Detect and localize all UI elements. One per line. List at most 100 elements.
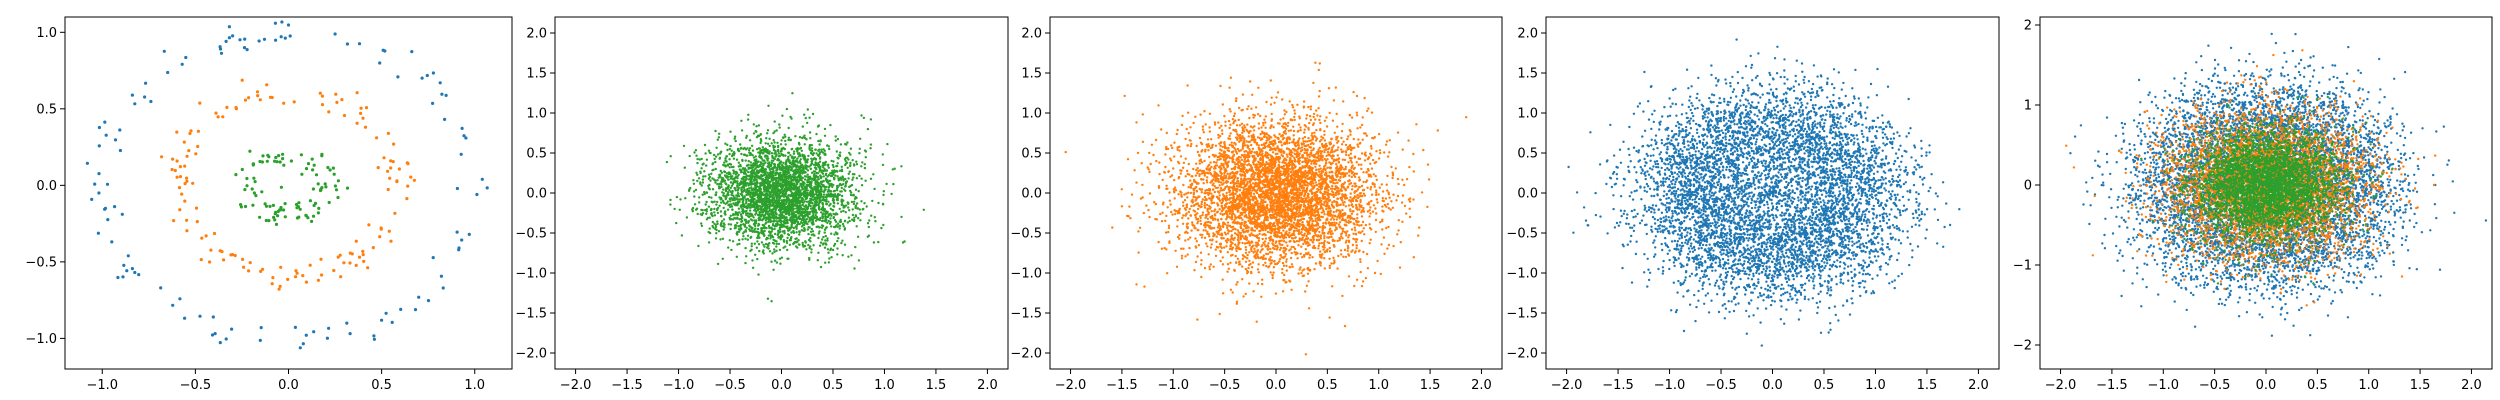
data-point bbox=[725, 183, 728, 186]
data-point bbox=[332, 268, 336, 273]
data-point bbox=[765, 174, 768, 177]
data-point bbox=[822, 184, 825, 187]
data-point bbox=[455, 230, 459, 234]
data-point bbox=[767, 104, 770, 108]
data-point bbox=[342, 261, 346, 265]
data-point bbox=[753, 184, 757, 187]
data-point bbox=[720, 201, 723, 204]
data-point bbox=[283, 36, 287, 40]
data-point bbox=[841, 222, 845, 226]
data-point bbox=[786, 248, 789, 252]
data-point bbox=[740, 152, 743, 156]
data-point bbox=[183, 182, 187, 186]
data-point bbox=[781, 230, 784, 233]
data-point bbox=[742, 199, 745, 202]
data-point bbox=[815, 171, 818, 175]
data-point bbox=[729, 181, 733, 184]
data-point bbox=[768, 137, 771, 140]
data-point bbox=[800, 214, 803, 217]
data-point bbox=[823, 153, 826, 156]
data-point bbox=[807, 154, 810, 158]
data-point bbox=[298, 346, 302, 350]
data-point bbox=[804, 220, 807, 223]
data-point bbox=[240, 167, 244, 172]
data-point bbox=[768, 195, 771, 199]
data-point bbox=[724, 189, 728, 193]
data-point bbox=[253, 180, 257, 184]
data-point bbox=[773, 182, 776, 185]
data-point bbox=[260, 190, 264, 194]
data-point bbox=[818, 208, 821, 211]
data-point bbox=[162, 49, 166, 53]
data-point bbox=[698, 201, 701, 204]
data-point bbox=[1360, 167, 1363, 171]
data-point bbox=[729, 163, 733, 166]
data-point bbox=[832, 212, 835, 216]
data-point bbox=[185, 179, 189, 183]
data-point bbox=[795, 216, 798, 219]
data-point bbox=[342, 113, 347, 118]
data-point bbox=[814, 148, 817, 151]
data-point bbox=[869, 147, 872, 150]
data-point bbox=[753, 242, 756, 245]
data-point bbox=[243, 37, 247, 41]
data-point bbox=[258, 338, 262, 342]
data-point bbox=[851, 178, 854, 181]
data-point bbox=[808, 210, 812, 214]
data-point bbox=[721, 177, 725, 180]
data-point bbox=[243, 204, 248, 209]
data-point bbox=[858, 152, 861, 155]
y-tick-label: 0.0 bbox=[526, 187, 547, 202]
data-point bbox=[769, 213, 772, 216]
data-point bbox=[820, 211, 823, 214]
data-point bbox=[222, 258, 226, 262]
data-point bbox=[778, 123, 781, 126]
data-point bbox=[814, 183, 818, 186]
data-point bbox=[1217, 121, 1220, 124]
data-point bbox=[803, 178, 807, 181]
data-point bbox=[710, 200, 713, 203]
data-point bbox=[1229, 123, 1232, 127]
data-point bbox=[444, 93, 448, 97]
data-point bbox=[320, 154, 324, 158]
data-point bbox=[716, 211, 720, 215]
data-point bbox=[759, 164, 762, 168]
data-point bbox=[766, 165, 769, 168]
data-point bbox=[756, 203, 759, 206]
data-point bbox=[841, 175, 844, 178]
data-point bbox=[854, 215, 858, 218]
data-point bbox=[1250, 232, 1253, 235]
data-point bbox=[836, 170, 839, 173]
data-point bbox=[716, 262, 720, 266]
data-point bbox=[242, 46, 247, 50]
data-point bbox=[263, 202, 267, 206]
data-point bbox=[245, 184, 249, 188]
data-point bbox=[1173, 191, 1176, 194]
data-point bbox=[836, 247, 839, 250]
data-point bbox=[836, 225, 839, 228]
data-point bbox=[286, 23, 291, 27]
data-point bbox=[359, 106, 363, 110]
data-point bbox=[769, 232, 772, 235]
data-point bbox=[810, 251, 813, 254]
data-point bbox=[336, 255, 340, 259]
data-point bbox=[755, 185, 759, 188]
data-point bbox=[882, 190, 885, 193]
data-point bbox=[824, 239, 827, 242]
data-point bbox=[807, 226, 810, 229]
data-point bbox=[833, 218, 837, 222]
data-point bbox=[204, 234, 208, 238]
data-point bbox=[830, 174, 834, 178]
data-point bbox=[1246, 253, 1249, 257]
data-point bbox=[806, 184, 809, 188]
data-point bbox=[745, 213, 748, 217]
data-point bbox=[714, 160, 717, 164]
data-point bbox=[216, 115, 220, 119]
data-point bbox=[200, 236, 204, 240]
data-point bbox=[783, 187, 786, 190]
data-point bbox=[740, 146, 743, 150]
data-point bbox=[749, 161, 752, 164]
data-point bbox=[743, 195, 746, 198]
data-point bbox=[757, 273, 760, 276]
data-point bbox=[172, 219, 176, 223]
